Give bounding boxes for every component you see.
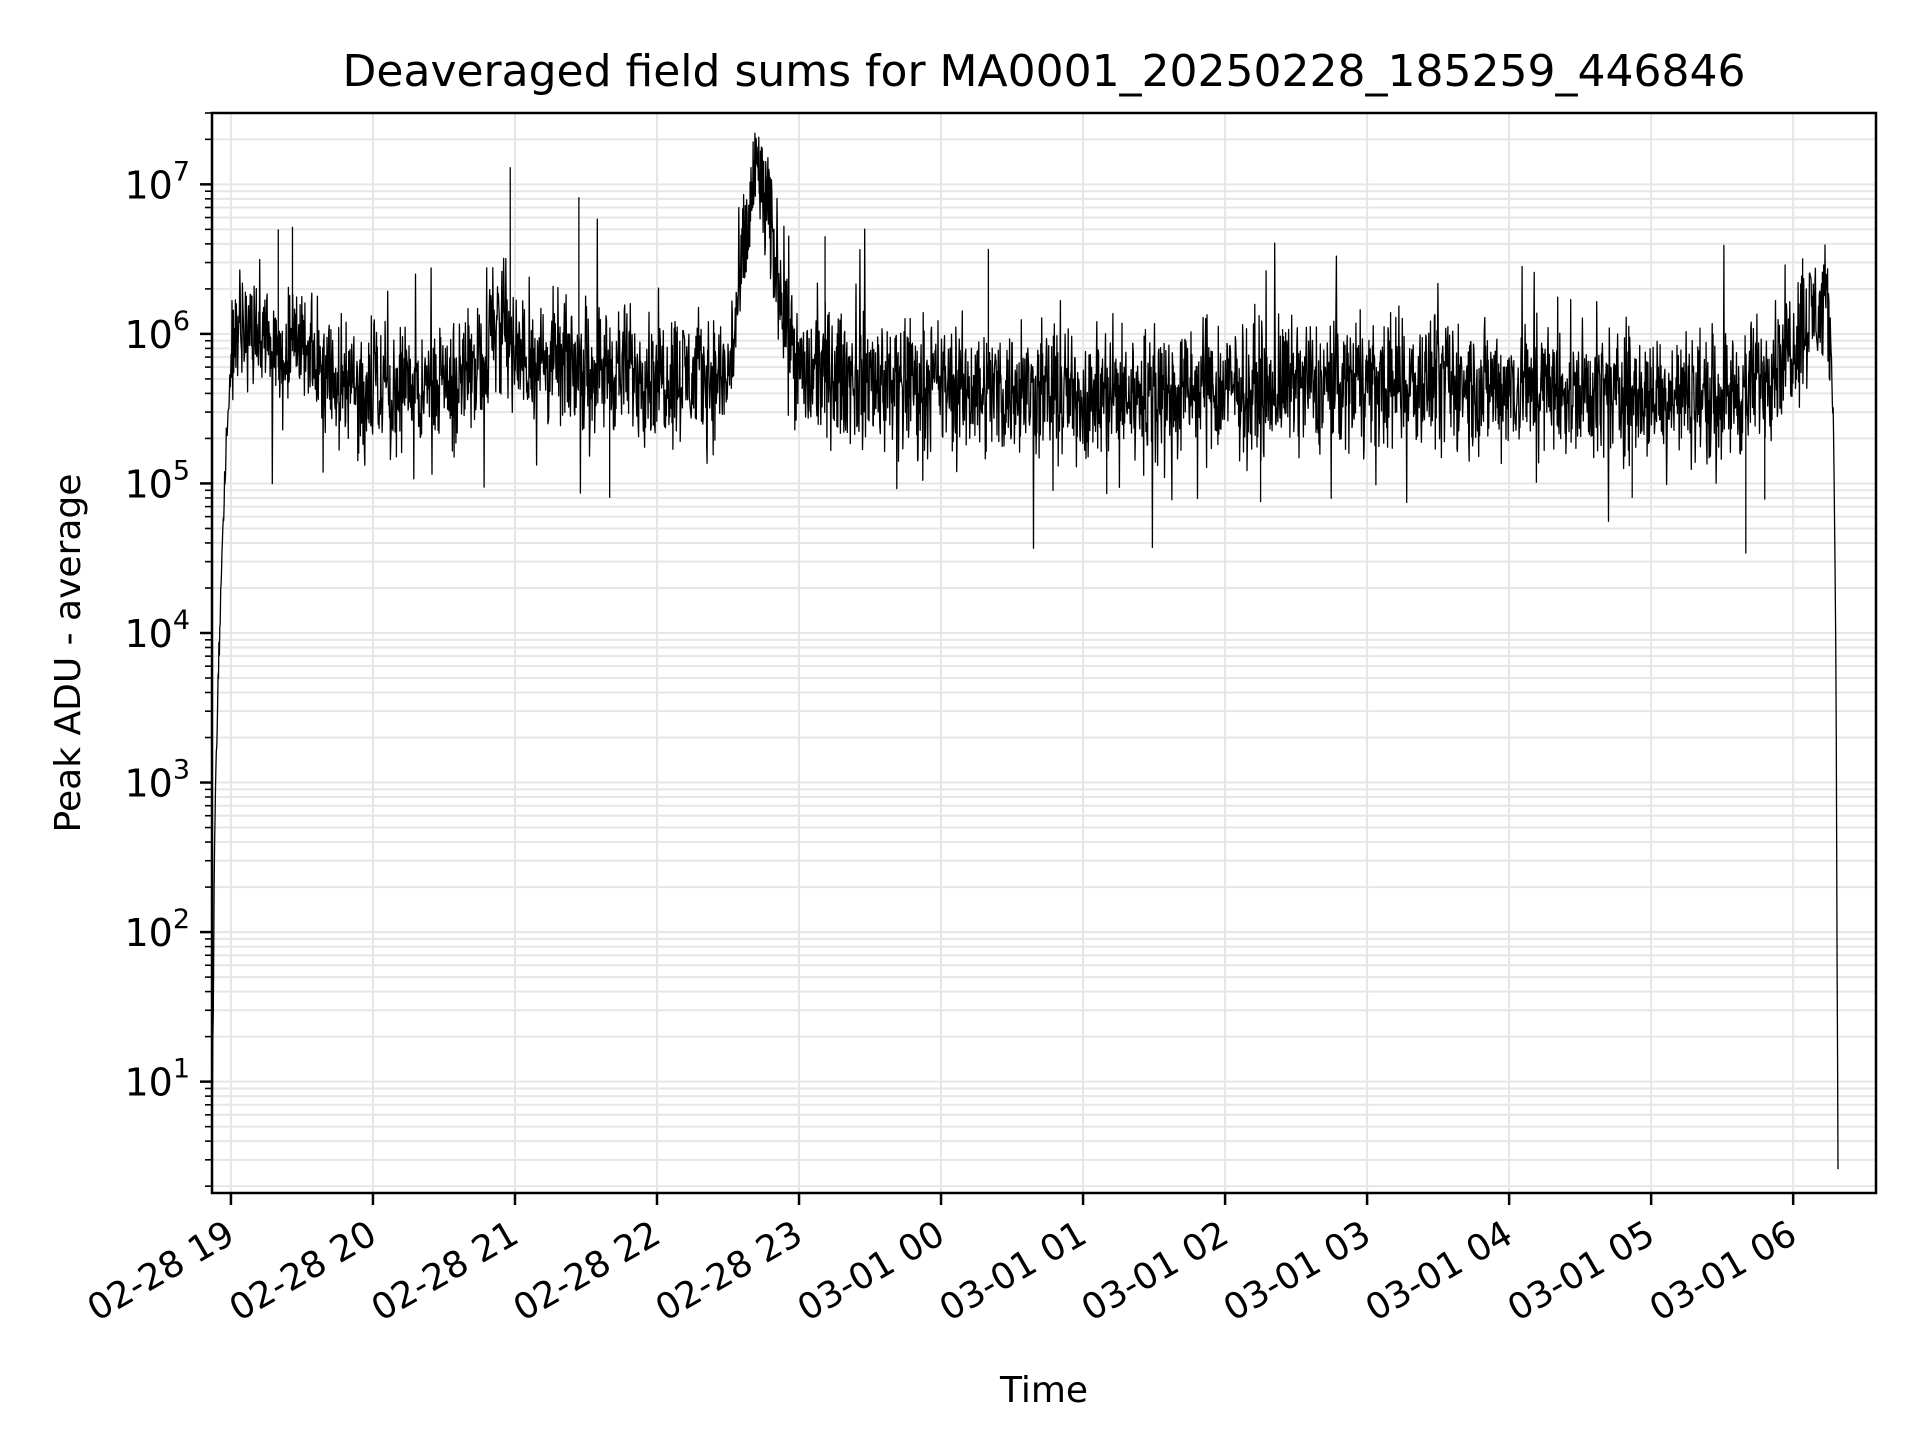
x-tick-label: 03-01 04: [1359, 1213, 1520, 1329]
y-tick-label: 101: [124, 1054, 190, 1105]
plot-frame: [210, 111, 1878, 1195]
chart-title: Deaveraged field sums for MA0001_2025022…: [343, 46, 1746, 97]
y-tick-label: 107: [124, 156, 190, 207]
x-tick-label: 02-28 22: [507, 1213, 668, 1329]
x-tick-label: 03-01 06: [1643, 1213, 1804, 1329]
y-tick-label: 105: [124, 455, 190, 506]
x-tick-label: 02-28 21: [365, 1213, 526, 1329]
x-tick-label: 02-28 19: [81, 1213, 242, 1329]
x-tick-label: 03-01 01: [933, 1213, 1094, 1329]
x-tick-label: 03-01 05: [1501, 1213, 1662, 1329]
x-tick-label: 02-28 23: [649, 1213, 810, 1329]
x-tick-label: 03-01 00: [791, 1213, 952, 1329]
series-line: [211, 132, 1839, 1170]
x-tick-label: 03-01 03: [1217, 1213, 1378, 1329]
series: [211, 132, 1839, 1170]
x-tick-label: 03-01 02: [1075, 1213, 1236, 1329]
x-tick-label: 02-28 20: [223, 1213, 384, 1329]
y-axis-label: Peak ADU - average: [48, 474, 89, 833]
y-tick-label: 106: [124, 306, 190, 357]
grid: [212, 112, 1876, 1193]
y-tick-label: 104: [124, 605, 190, 656]
x-axis-label: Time: [999, 1370, 1088, 1411]
y-tick-label: 103: [124, 755, 190, 806]
y-tick-label: 102: [124, 904, 190, 955]
